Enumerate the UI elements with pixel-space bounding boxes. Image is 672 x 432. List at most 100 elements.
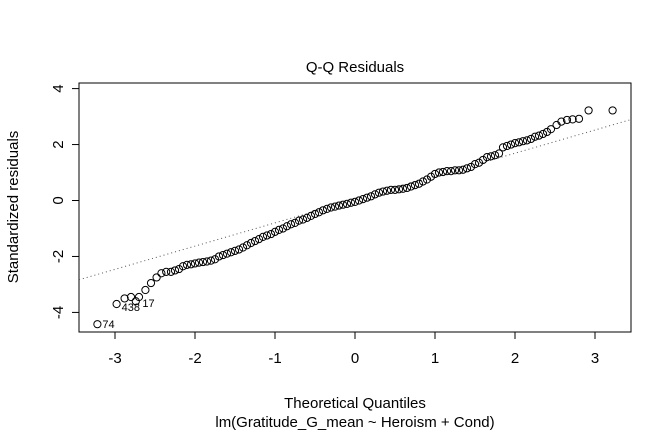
points-layer [93,106,617,329]
data-point [326,203,336,212]
data-point [526,134,536,144]
data-point [546,125,556,134]
data-point [454,166,464,175]
point-labels: 74 438 17 [102,298,154,331]
data-point [568,115,577,124]
data-point [584,106,593,115]
data-point [290,218,300,227]
data-point [482,153,492,162]
x-tick-label: 3 [591,350,599,367]
data-point [574,114,584,123]
data-point [386,185,396,194]
data-point [446,167,456,176]
y-tick-label: 0 [50,196,67,204]
data-point [442,167,452,176]
data-point [322,204,332,213]
data-point [298,215,308,224]
x-tick-label: -2 [188,350,201,367]
data-point [274,225,284,234]
data-point [198,257,208,267]
data-point [166,267,176,276]
data-point [434,168,444,177]
x-tick-label: -1 [268,350,281,367]
x-tick-label: 0 [351,350,359,367]
data-point [258,232,268,241]
y-axis: -4 -2 0 2 4 [50,84,80,319]
data-point [514,138,524,147]
data-point [206,256,216,265]
data-point [152,273,161,282]
model-subtitle: lm(Gratitude_G_mean ~ Heroism + Cond) [215,414,494,431]
data-point [214,252,224,261]
data-point [366,192,376,201]
data-point [414,179,424,188]
data-point [382,186,392,195]
outlier-label: 74 [102,319,114,331]
data-point [418,177,428,186]
data-point [394,185,404,194]
data-point [486,152,496,161]
data-point [334,201,344,210]
data-point [178,262,188,271]
data-point [306,211,316,220]
x-tick-label: 2 [511,350,519,367]
x-tick-label: -3 [108,350,121,367]
data-point [194,258,204,267]
data-point [342,199,352,208]
data-point [530,132,540,141]
x-axis: -3 -2 -1 0 1 2 3 [108,331,599,367]
data-point [226,248,236,257]
data-point [346,198,356,207]
data-point [502,141,512,151]
y-tick-label: 4 [50,84,67,92]
data-point [358,195,368,204]
data-point [402,183,412,193]
data-point [126,292,136,302]
data-point [398,184,408,193]
data-point [238,243,248,252]
chart-title: Q-Q Residuals [306,59,404,76]
data-point [254,235,264,244]
data-point [518,137,528,146]
data-point [170,266,180,275]
data-point [608,106,617,115]
y-tick-label: -4 [50,306,67,319]
data-point [234,245,244,254]
data-point [378,187,388,196]
data-point [202,257,212,266]
x-axis-label: Theoretical Quantiles [284,395,426,412]
data-point [354,196,364,205]
data-point [246,238,256,248]
data-point [230,246,240,255]
data-point [510,139,520,148]
data-point [462,164,472,173]
data-point [282,222,292,231]
data-point [438,167,448,177]
data-point [218,250,228,260]
data-point [490,151,500,160]
data-point [310,209,320,219]
data-point [162,267,171,276]
data-point [406,182,416,191]
data-point [286,220,296,229]
y-tick-label: 2 [50,140,67,148]
data-point [186,260,196,269]
data-point [182,260,192,269]
data-point [266,229,276,239]
data-point [430,169,440,179]
data-point [370,190,380,199]
data-point [314,208,324,217]
data-point [374,188,384,197]
data-point [112,299,121,309]
data-point [146,278,156,288]
data-point [534,131,544,140]
data-point [141,285,150,295]
outlier-label: 438 [122,302,140,314]
data-point [350,197,360,207]
data-point [538,129,548,139]
data-point [506,140,516,149]
data-point [330,202,340,211]
data-point [338,200,348,209]
data-point [522,136,532,145]
data-point [190,259,200,268]
